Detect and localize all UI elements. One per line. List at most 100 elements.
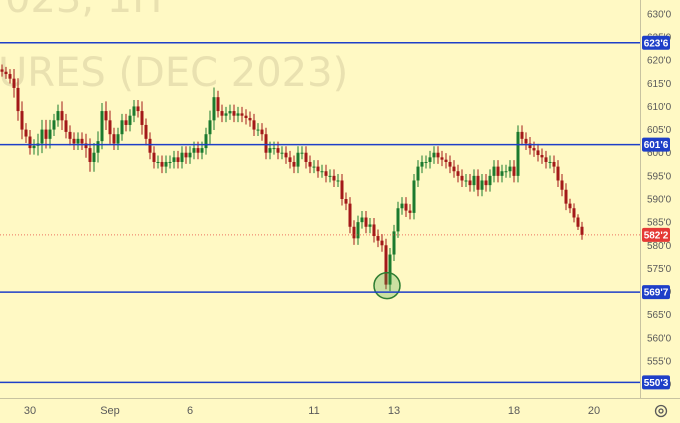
candle-body (172, 157, 176, 162)
candle-body (100, 111, 104, 142)
y-tick-label: 580'0 (647, 241, 672, 252)
candle-body (424, 161, 428, 163)
candle-body (284, 152, 288, 158)
candle-body (320, 171, 324, 173)
candle-body (156, 161, 160, 163)
x-tick-label: 30 (24, 405, 36, 417)
candle-body (164, 161, 168, 167)
candle-body (152, 152, 156, 162)
candle-body (136, 106, 140, 112)
candle-body (428, 157, 432, 162)
candle-body (108, 120, 112, 135)
candle-body (76, 138, 80, 144)
y-tick-label: 605'0 (647, 125, 672, 136)
candle-body (532, 148, 536, 151)
candle-body (48, 129, 52, 139)
level-badge-label: 601'6 (644, 140, 669, 151)
candle-body (376, 236, 380, 241)
candle-body (272, 148, 276, 150)
watermark-line2: URES (DEC 2023) (0, 50, 348, 96)
candle-body (440, 157, 444, 160)
plot-background (0, 0, 640, 398)
y-tick-label: 565'0 (647, 310, 672, 321)
candle-body (212, 97, 216, 121)
candle-body (196, 148, 200, 153)
candle-body (580, 226, 584, 235)
settings-icon[interactable] (654, 404, 668, 418)
y-tick-label: 615'0 (647, 79, 672, 90)
candle-body (224, 113, 228, 116)
candle-body (32, 145, 36, 149)
candle-body (556, 166, 560, 181)
candle-body (468, 180, 472, 186)
candle-body (296, 152, 300, 167)
candle-body (60, 111, 64, 121)
candle-body (132, 106, 136, 116)
candle-body (520, 131, 524, 139)
candle-body (464, 180, 468, 182)
candle-body (536, 150, 540, 156)
candle-body (328, 175, 332, 177)
y-tick-label: 600'0 (647, 148, 672, 159)
candle-body (160, 161, 164, 167)
candle-body (88, 148, 92, 162)
candle-body (356, 222, 360, 239)
candle-body (0, 69, 4, 72)
candle-body (188, 152, 192, 158)
y-tick-label: 585'0 (647, 218, 672, 229)
x-axis-ticks: 30 Sep 6 11 13 18 20 (24, 405, 600, 417)
candle-body (140, 111, 144, 125)
candle-body (420, 161, 424, 167)
candle-body (80, 138, 84, 144)
candle-body (240, 113, 244, 116)
candle-body (508, 166, 512, 172)
candle-body (480, 180, 484, 190)
candle-body (540, 155, 544, 158)
level-badge-label: 623'6 (644, 38, 669, 49)
candle-body (300, 152, 304, 154)
candlestick-series (0, 64, 584, 300)
level-badge-bg (642, 285, 670, 300)
y-tick-label: 620'0 (647, 56, 672, 67)
candle-body (232, 111, 236, 116)
x-tick-label: 18 (508, 405, 520, 417)
level-badge-label: 569'7 (644, 288, 669, 299)
candle-body (252, 120, 256, 130)
candle-body (312, 166, 316, 168)
candle-body (496, 166, 500, 176)
candle-body (236, 113, 240, 116)
candle-body (56, 111, 60, 121)
candle-body (200, 148, 204, 153)
candle-body (116, 134, 120, 144)
candle-body (280, 152, 284, 154)
candle-body (456, 171, 460, 176)
candle-body (384, 245, 388, 285)
candle-body (404, 203, 408, 211)
level-badge-bg (642, 137, 670, 152)
candle-body (388, 254, 392, 285)
y-tick-label: 555'0 (647, 356, 672, 367)
candle-body (216, 97, 220, 112)
candle-body (332, 175, 336, 181)
candle-body (492, 166, 496, 176)
candle-body (572, 208, 576, 218)
candle-body (504, 171, 508, 173)
candle-body (452, 166, 456, 172)
candle-body (16, 87, 20, 112)
candle-body (92, 152, 96, 162)
candle-body (316, 166, 320, 172)
candle-body (528, 143, 532, 149)
candle-body (564, 189, 568, 204)
candle-body (24, 129, 28, 137)
x-tick-label: 13 (388, 405, 400, 417)
candle-body (148, 138, 152, 153)
level-badge-bg (642, 35, 670, 50)
horizontal-levels (0, 42, 640, 384)
candle-body (444, 159, 448, 162)
y-tick-label: 560'0 (647, 333, 672, 344)
x-tick-label: 20 (588, 405, 600, 417)
candle-body (68, 131, 72, 139)
candle-body (292, 161, 296, 167)
candle-body (512, 166, 516, 176)
